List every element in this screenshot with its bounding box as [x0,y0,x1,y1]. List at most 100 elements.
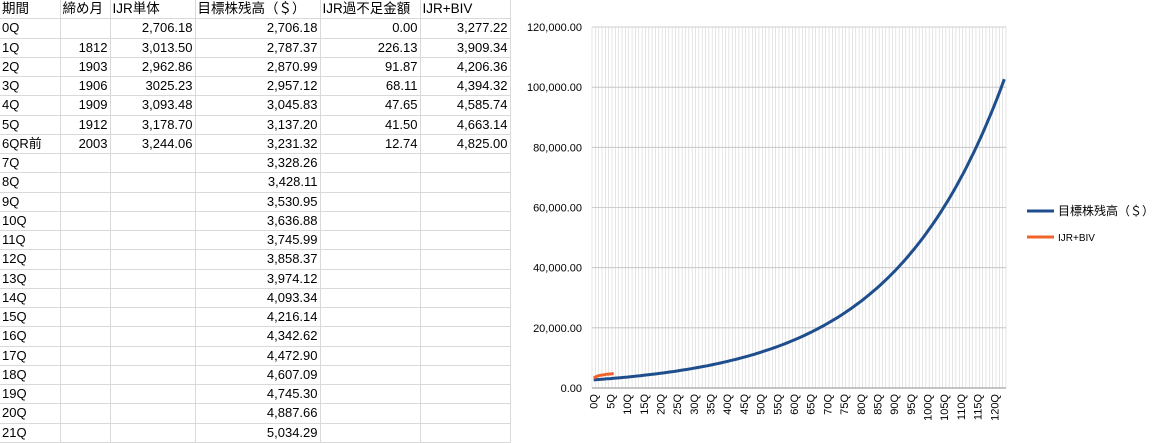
cell-ijr-shortfall[interactable]: 68.11 [320,76,421,97]
cell-ijr-shortfall[interactable]: 91.87 [320,57,421,78]
cell-ijr-biv[interactable] [420,172,511,193]
cell-ijr-shortfall[interactable] [320,288,421,309]
header-cell-close-month[interactable]: 締め月 [60,0,111,20]
cell-ijr-shortfall[interactable] [320,211,421,232]
cell-period[interactable]: 0Q [0,18,61,39]
cell-period[interactable]: 10Q [0,211,61,232]
cell-close-month[interactable]: 1909 [60,95,111,116]
cell-period[interactable]: 6QR前 [0,134,61,155]
cell-target-balance[interactable]: 3,137.20 [195,115,321,135]
cell-ijr-shortfall[interactable]: 0.00 [320,18,421,39]
cell-target-balance[interactable]: 4,472.90 [195,346,321,366]
cell-target-balance[interactable]: 3,328.26 [195,153,321,174]
cell-period[interactable]: 4Q [0,95,61,116]
cell-ijr-biv[interactable]: 4,585.74 [420,95,511,116]
cell-ijr-shortfall[interactable] [320,307,421,328]
cell-period[interactable]: 21Q [0,423,61,443]
cell-ijr-single[interactable] [110,288,196,309]
cell-target-balance[interactable]: 5,034.29 [195,423,321,443]
cell-ijr-biv[interactable]: 4,825.00 [420,134,511,155]
cell-ijr-shortfall[interactable] [320,423,421,443]
cell-ijr-shortfall[interactable] [320,172,421,193]
cell-ijr-biv[interactable]: 3,909.34 [420,38,511,58]
cell-target-balance[interactable]: 3,636.88 [195,211,321,232]
cell-ijr-shortfall[interactable] [320,269,421,289]
cell-period[interactable]: 3Q [0,76,61,97]
cell-close-month[interactable] [60,403,111,424]
cell-target-balance[interactable]: 4,607.09 [195,365,321,386]
header-cell-ijr-single[interactable]: IJR単体 [110,0,196,20]
header-cell-ijr-shortfall[interactable]: IJR過不足金額 [320,0,421,20]
cell-close-month[interactable] [60,269,111,289]
cell-target-balance[interactable]: 4,342.62 [195,326,321,347]
cell-target-balance[interactable]: 3,745.99 [195,230,321,251]
cell-ijr-biv[interactable] [420,365,511,386]
cell-close-month[interactable]: 1912 [60,115,111,135]
cell-ijr-shortfall[interactable] [320,249,421,270]
cell-period[interactable]: 12Q [0,249,61,270]
cell-ijr-single[interactable]: 2,706.18 [110,18,196,39]
cell-ijr-biv[interactable] [420,153,511,174]
cell-close-month[interactable] [60,346,111,366]
header-cell-ijr-biv[interactable]: IJR+BIV [420,0,511,20]
cell-ijr-biv[interactable] [420,326,511,347]
cell-period[interactable]: 15Q [0,307,61,328]
cell-ijr-single[interactable]: 3,093.48 [110,95,196,116]
cell-ijr-biv[interactable] [420,211,511,232]
cell-ijr-biv[interactable]: 4,394.32 [420,76,511,97]
cell-close-month[interactable] [60,423,111,443]
cell-ijr-biv[interactable] [420,269,511,289]
cell-period[interactable]: 9Q [0,192,61,212]
cell-target-balance[interactable]: 3,045.83 [195,95,321,116]
cell-ijr-shortfall[interactable]: 226.13 [320,38,421,58]
cell-target-balance[interactable]: 2,706.18 [195,18,321,39]
cell-period[interactable]: 1Q [0,38,61,58]
cell-ijr-single[interactable] [110,307,196,328]
cell-ijr-shortfall[interactable] [320,384,421,405]
cell-ijr-single[interactable] [110,384,196,405]
cell-ijr-shortfall[interactable]: 12.74 [320,134,421,155]
cell-period[interactable]: 11Q [0,230,61,251]
cell-close-month[interactable] [60,288,111,309]
cell-period[interactable]: 17Q [0,346,61,366]
cell-target-balance[interactable]: 4,745.30 [195,384,321,405]
cell-ijr-single[interactable] [110,192,196,212]
cell-ijr-biv[interactable] [420,307,511,328]
cell-ijr-single[interactable] [110,326,196,347]
cell-ijr-single[interactable]: 2,962.86 [110,57,196,78]
cell-target-balance[interactable]: 4,887.66 [195,403,321,424]
cell-ijr-biv[interactable]: 3,277.22 [420,18,511,39]
cell-close-month[interactable] [60,230,111,251]
cell-ijr-single[interactable] [110,269,196,289]
cell-period[interactable]: 7Q [0,153,61,174]
cell-target-balance[interactable]: 3,974.12 [195,269,321,289]
cell-period[interactable]: 5Q [0,115,61,135]
cell-ijr-biv[interactable] [420,288,511,309]
cell-ijr-biv[interactable]: 4,206.36 [420,57,511,78]
cell-target-balance[interactable]: 3,858.37 [195,249,321,270]
cell-ijr-biv[interactable] [420,403,511,424]
cell-ijr-single[interactable]: 3025.23 [110,76,196,97]
cell-target-balance[interactable]: 4,216.14 [195,307,321,328]
cell-ijr-single[interactable]: 3,244.06 [110,134,196,155]
cell-period[interactable]: 18Q [0,365,61,386]
cell-period[interactable]: 19Q [0,384,61,405]
cell-ijr-shortfall[interactable] [320,326,421,347]
cell-ijr-shortfall[interactable] [320,403,421,424]
cell-ijr-single[interactable] [110,153,196,174]
cell-ijr-biv[interactable] [420,249,511,270]
cell-ijr-single[interactable]: 3,013.50 [110,38,196,58]
cell-target-balance[interactable]: 2,870.99 [195,57,321,78]
cell-period[interactable]: 14Q [0,288,61,309]
cell-close-month[interactable] [60,192,111,212]
cell-target-balance[interactable]: 3,428.11 [195,172,321,193]
cell-ijr-shortfall[interactable] [320,153,421,174]
cell-ijr-biv[interactable] [420,384,511,405]
cell-close-month[interactable]: 1812 [60,38,111,58]
cell-ijr-biv[interactable] [420,346,511,366]
cell-close-month[interactable] [60,384,111,405]
cell-target-balance[interactable]: 2,787.37 [195,38,321,58]
cell-ijr-biv[interactable] [420,230,511,251]
cell-period[interactable]: 2Q [0,57,61,78]
cell-close-month[interactable] [60,18,111,39]
